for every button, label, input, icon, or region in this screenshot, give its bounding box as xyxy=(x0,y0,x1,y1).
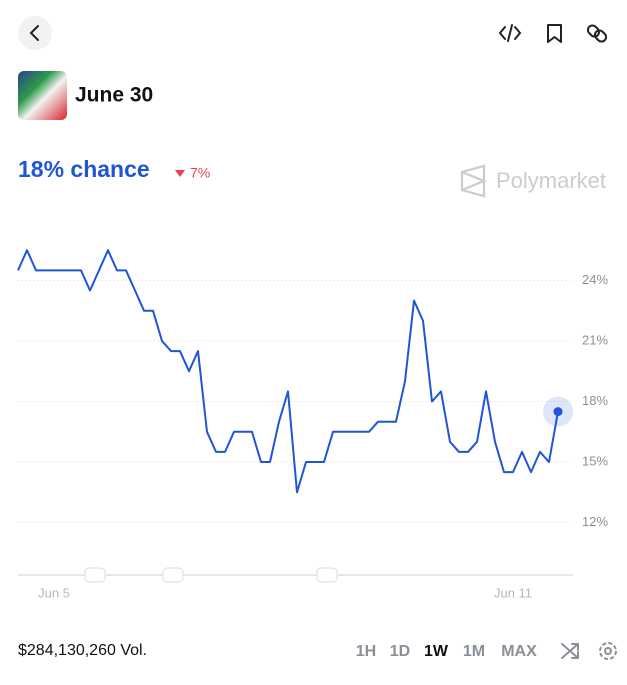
volume: $284,130,260 Vol. xyxy=(18,642,147,659)
range-button[interactable]: MAX xyxy=(501,643,537,660)
range-button[interactable]: 1M xyxy=(463,643,485,660)
y-tick-label: 18% xyxy=(582,393,608,408)
y-tick-label: 21% xyxy=(582,332,608,347)
range-button[interactable]: 1W xyxy=(424,643,449,660)
back-button[interactable] xyxy=(18,16,52,50)
range-button[interactable]: 1H xyxy=(356,643,376,660)
price-line xyxy=(17,249,559,494)
x-tick-label: Jun 11 xyxy=(494,585,532,600)
range-button[interactable]: 1D xyxy=(390,643,410,660)
y-tick-label: 12% xyxy=(582,514,608,529)
bookmark-button[interactable] xyxy=(547,24,562,43)
change-arrow xyxy=(175,170,185,177)
scrub-handle[interactable] xyxy=(316,567,338,583)
brand: Polymarket xyxy=(496,168,606,193)
link-button[interactable] xyxy=(586,24,608,44)
market-icon xyxy=(18,71,67,120)
change: 7% xyxy=(190,165,210,181)
chance: 18% chance xyxy=(18,156,150,182)
scrub-handle[interactable] xyxy=(162,567,184,583)
y-tick-label: 24% xyxy=(582,272,608,287)
scrub-handle[interactable] xyxy=(84,567,106,583)
market-title: June 30 xyxy=(75,84,153,107)
brand-logo xyxy=(460,164,487,198)
last-point xyxy=(553,407,563,417)
shuffle-button[interactable] xyxy=(561,643,579,659)
x-tick-label: Jun 5 xyxy=(38,585,70,600)
y-tick-label: 15% xyxy=(582,453,608,468)
embed-button[interactable] xyxy=(498,24,522,42)
settings-button[interactable] xyxy=(599,642,617,660)
